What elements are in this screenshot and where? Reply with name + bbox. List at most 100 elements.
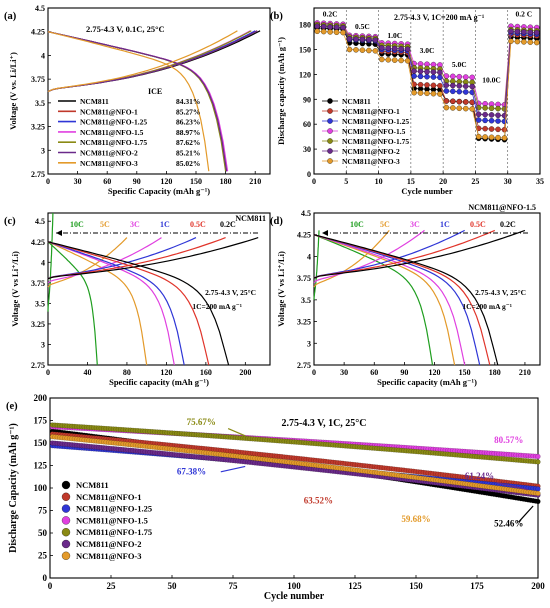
rate-point <box>488 112 495 118</box>
x-tick-label: 0 <box>48 581 53 591</box>
rate-label: 5.0C <box>452 60 467 69</box>
charge-curve-6 <box>47 30 238 93</box>
rate-point <box>372 37 379 43</box>
x-tick-label: 175 <box>470 581 484 591</box>
sample-name: NCM811 <box>235 214 266 223</box>
y-tick-label: 4.25 <box>31 238 45 247</box>
y-tick-label: 3.75 <box>297 274 311 283</box>
rate-point <box>475 117 482 123</box>
rate-point <box>437 91 443 97</box>
rate-point <box>495 105 501 112</box>
chart-title: 2.75-4.3 V, 1C=200 mA g⁻¹ <box>394 13 485 22</box>
chart-title: 2.75-4.3 V, 1C, 25°C <box>281 418 366 429</box>
rate-label: 0.5C <box>190 220 206 229</box>
rate-point <box>346 46 353 53</box>
y-tick-label: 75 <box>38 506 48 516</box>
cycle-point-2 <box>535 486 541 492</box>
x-tick-label: 90 <box>400 368 408 377</box>
y-axis-label: Voltage (V vs Li⁺/Li) <box>10 251 20 327</box>
x-tick-label: 210 <box>519 368 531 377</box>
x-tick-label: 160 <box>200 368 212 377</box>
y-tick-label: 4.5 <box>301 209 311 218</box>
legend-ice-value: 85.02% <box>176 159 200 168</box>
x-tick-label: 25 <box>471 177 479 186</box>
panel-e: 0 25 50 75 100 125 150 175 200 0 25 50 75 100 125 150 17… <box>6 393 545 602</box>
legend-entry: NCM811@NFO-1.5 <box>80 128 144 137</box>
rate-point <box>320 23 327 30</box>
discharge-curve-3C <box>313 234 466 366</box>
legend-swatch-marker <box>327 128 333 134</box>
rate-point <box>501 126 508 133</box>
retention-annotation: 52.46% <box>494 519 523 529</box>
annotation-arrow <box>518 505 534 523</box>
discharge-curve-0.2C <box>47 241 230 366</box>
rate-point <box>391 45 398 52</box>
y-tick-label: 150 <box>34 438 48 448</box>
legend-marker <box>61 516 71 525</box>
panel-label-a: (a) <box>4 11 17 22</box>
cycle-point-4 <box>535 459 541 465</box>
rate-point <box>417 81 424 88</box>
rate-point <box>488 134 495 141</box>
rate-point <box>482 105 488 111</box>
y-tick-label: 175 <box>34 416 48 426</box>
panel-a: 0 30 60 90 120 150 180 210 2.75 3 3.25 3.5 3.75 4 4.25… <box>4 4 271 196</box>
y-tick-label: 120 <box>299 70 311 79</box>
rate-point <box>488 105 495 112</box>
legend-entry: NCM811@NFO-1 <box>342 107 400 116</box>
rate-point <box>462 83 469 89</box>
y-axis-label: Voltage (V vs Li⁺/Li) <box>276 251 286 327</box>
legend-marker <box>61 504 71 513</box>
rate-point <box>385 45 392 51</box>
x-tick-label: 30 <box>74 177 82 186</box>
x-tick-label: 200 <box>531 581 545 591</box>
panel-d: 0 30 60 90 120 150 180 210 2.75 3 3.25 3.5 3.75 4 4.25… <box>270 203 541 387</box>
y-tick-label: 90 <box>303 95 311 104</box>
rate-label: 0.5C <box>470 220 486 229</box>
rate-point <box>450 73 456 80</box>
rate-point <box>462 99 469 105</box>
y-tick-label: 180 <box>299 21 311 30</box>
rate-point <box>333 29 340 35</box>
charge-curve-0.2C <box>313 229 526 279</box>
legend-swatch-marker <box>327 148 333 154</box>
legend-entry: NCM811@NFO-3 <box>76 551 142 561</box>
condition-line-1: 2.75-4.3 V, 25°C <box>205 288 256 297</box>
rate-point <box>482 125 488 132</box>
y-tick-label: 3.5 <box>35 99 45 108</box>
rate-point <box>404 58 411 64</box>
legend-ice-value: 85.21% <box>176 149 200 158</box>
rate-point <box>424 68 430 75</box>
y-tick-label: 4 <box>41 258 45 267</box>
rate-point <box>469 83 475 90</box>
rate-point <box>456 83 463 89</box>
rate-point <box>404 46 411 52</box>
rate-point <box>482 117 488 124</box>
x-axis-label: Cycle number <box>264 591 325 602</box>
discharge-curve-0.5C <box>47 241 210 366</box>
annotation-arrow <box>220 465 246 473</box>
rate-point <box>398 57 404 64</box>
charge-curve-0.2C <box>47 237 259 280</box>
x-tick-label: 120 <box>160 177 172 186</box>
rate-point <box>327 29 333 35</box>
rate-point <box>411 73 417 79</box>
rate-point <box>443 88 450 94</box>
x-tick-label: 90 <box>133 177 141 186</box>
sample-name: NCM811@NFO-1.5 <box>468 203 536 212</box>
x-tick-label: 80 <box>123 368 131 377</box>
rate-point <box>521 39 527 45</box>
x-tick-label: 35 <box>536 177 544 186</box>
discharge-curve-5C <box>47 241 148 366</box>
x-tick-label: 150 <box>190 177 202 186</box>
rate-point <box>488 117 495 124</box>
rate-point <box>424 90 430 97</box>
legend-entry: NCM811@NFO-1.75 <box>80 138 147 147</box>
rate-point <box>462 74 469 80</box>
rate-label: 10.0C <box>482 76 501 85</box>
legend-entry: NCM811@NFO-1.25 <box>342 117 409 126</box>
rate-point <box>346 35 353 42</box>
legend-entry: NCM811 <box>76 480 109 490</box>
cycle-point-6 <box>535 490 541 496</box>
